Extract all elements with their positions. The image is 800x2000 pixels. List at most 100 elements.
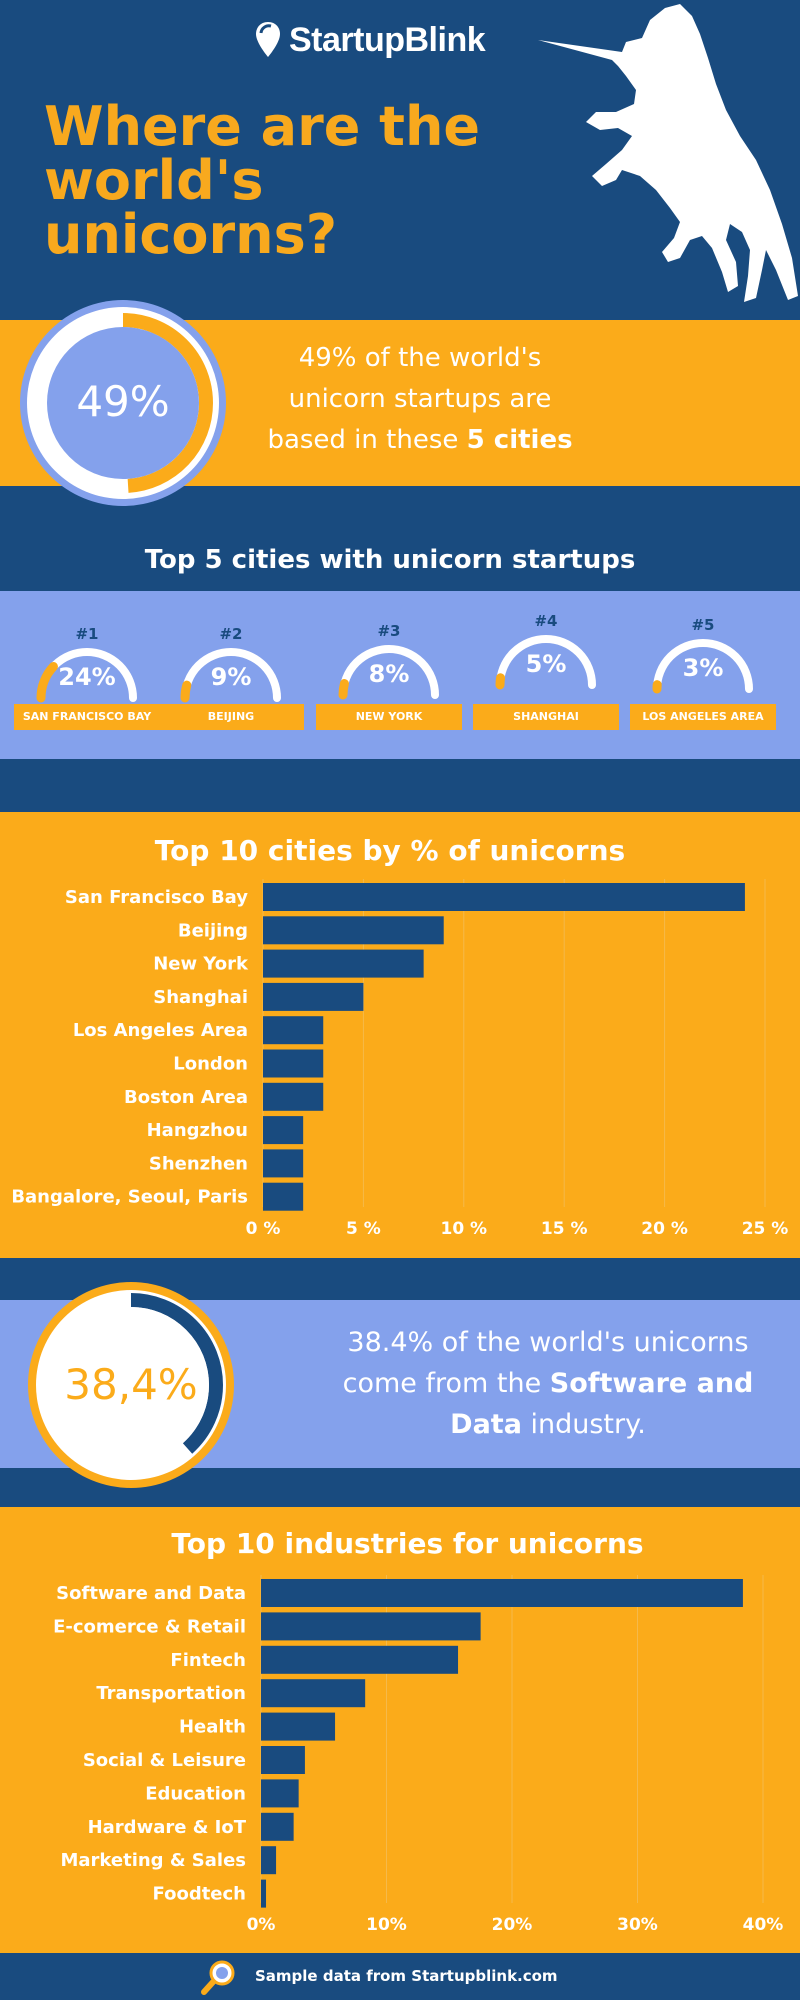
- ring-chart-industry: 38,4%: [28, 1282, 234, 1488]
- city-rank: #1: [75, 625, 99, 643]
- category-label: Beijing: [178, 920, 248, 941]
- gauge-track: [653, 639, 753, 693]
- ring-chart-cities: 49%: [20, 300, 226, 506]
- footer-source[interactable]: Sample data from Startupblink.com: [255, 1967, 558, 1985]
- bar: [263, 1182, 304, 1211]
- city-card: #3 8% NEW YORK: [316, 612, 462, 742]
- city-card: #2 9% BEIJING: [158, 612, 304, 742]
- gauge-fill: [338, 679, 349, 700]
- city-rank: #2: [219, 625, 243, 643]
- category-label: Health: [179, 1717, 246, 1738]
- chart-title-industries: Top 10 industries for unicorns: [171, 1527, 644, 1560]
- brand-name: StartupBlink: [289, 20, 486, 59]
- bar: [261, 1812, 294, 1841]
- category-label: Software and Data: [56, 1583, 246, 1604]
- category-label: London: [173, 1054, 248, 1075]
- gauge-track: [496, 635, 596, 689]
- x-tick-label: 20 %: [641, 1219, 688, 1239]
- category-label: Hangzhou: [147, 1120, 248, 1141]
- category-label: Bangalore, Seoul, Paris: [11, 1187, 248, 1208]
- category-label: Boston Area: [124, 1087, 248, 1108]
- city-percentage: 24%: [58, 663, 116, 691]
- ring-value-cities: 49%: [76, 377, 169, 426]
- city-rank: #5: [691, 616, 715, 634]
- gauge-fill: [36, 662, 58, 703]
- city-gauge: [338, 645, 439, 700]
- category-label: Marketing & Sales: [60, 1850, 246, 1871]
- city-card: #5 3% LOS ANGELES AREA: [630, 612, 776, 742]
- bar: [261, 1712, 336, 1741]
- gauge-fill: [180, 680, 192, 703]
- x-tick-label: 0 %: [246, 1219, 281, 1239]
- city-card: #1 24% SAN FRANCISCO BAY: [14, 612, 160, 742]
- gauge-track: [339, 645, 439, 699]
- x-tick-label: 15 %: [541, 1219, 588, 1239]
- bar: [261, 1612, 481, 1641]
- x-tick-label: 30%: [617, 1915, 658, 1935]
- bar: [263, 982, 364, 1011]
- bar: [263, 1149, 304, 1178]
- city-rank: #4: [534, 612, 558, 630]
- bar: [261, 1846, 277, 1875]
- bar: [263, 1116, 304, 1145]
- category-label: Shanghai: [153, 987, 248, 1008]
- top5-panel: [0, 591, 800, 759]
- bar: [263, 1016, 324, 1045]
- bar: [261, 1746, 305, 1774]
- bar: [263, 1082, 324, 1111]
- page-title: Where are the world's unicorns?: [44, 95, 481, 266]
- category-label: San Francisco Bay: [65, 887, 248, 908]
- bar: [263, 916, 444, 945]
- stat-text-industry: 38.4% of the world's unicorns come from …: [342, 1327, 754, 1440]
- city-rank: #3: [377, 622, 401, 640]
- unicorn-icon: [538, 4, 798, 302]
- bar: [261, 1679, 366, 1708]
- category-label: Foodtech: [153, 1884, 246, 1905]
- brand-logo[interactable]: StartupBlink: [255, 18, 486, 62]
- city-percentage: 5%: [525, 650, 567, 678]
- x-tick-label: 40%: [743, 1915, 784, 1935]
- location-pin-icon: [256, 22, 280, 57]
- top5-title: Top 5 cities with unicorn startups: [144, 545, 636, 575]
- city-percentage: 8%: [368, 660, 410, 688]
- city-name-label: NEW YORK: [316, 704, 462, 730]
- category-label: E-comerce & Retail: [53, 1616, 246, 1637]
- category-label: Shenzhen: [149, 1153, 248, 1174]
- x-tick-label: 25 %: [742, 1219, 789, 1239]
- city-percentage: 9%: [210, 663, 252, 691]
- bar: [261, 1579, 743, 1607]
- bar-chart-industries: 0% 10% 20% 30% 40% Software and Data E-comerce…: [53, 1575, 784, 1935]
- city-gauge: [495, 635, 596, 690]
- city-gauge: [652, 639, 753, 694]
- x-tick-label: 10 %: [440, 1219, 487, 1239]
- bar: [261, 1779, 299, 1808]
- category-label: Hardware & IoT: [88, 1817, 247, 1838]
- category-label: Fintech: [170, 1650, 246, 1671]
- gauge-track: [181, 648, 281, 702]
- city-name-label: SHANGHAI: [473, 704, 619, 730]
- bar: [263, 883, 745, 911]
- bar-chart-cities: 0 % 5 % 10 % 15 % 20 % 25 % San Francisco Bay B…: [11, 879, 789, 1239]
- x-tick-label: 0%: [247, 1915, 276, 1935]
- footer: [0, 1953, 800, 2000]
- category-label: Social & Leisure: [83, 1750, 246, 1771]
- category-label: Education: [145, 1783, 246, 1804]
- category-label: Los Angeles Area: [73, 1020, 248, 1041]
- city-percentage: 3%: [682, 654, 724, 682]
- city-card: #4 5% SHANGHAI: [473, 612, 619, 742]
- city-name-label: BEIJING: [158, 704, 304, 730]
- bar: [261, 1645, 459, 1674]
- chart-title-cities: Top 10 cities by % of unicorns: [154, 834, 626, 867]
- ring-value-industry: 38,4%: [64, 1360, 197, 1409]
- bar: [261, 1879, 267, 1908]
- bar: [263, 1049, 324, 1078]
- city-gauge: [36, 648, 137, 703]
- city-name-label: SAN FRANCISCO BAY: [14, 704, 160, 730]
- category-label: Transportation: [96, 1683, 246, 1704]
- x-tick-label: 20%: [492, 1915, 533, 1935]
- x-tick-label: 5 %: [346, 1219, 381, 1239]
- x-tick-label: 10%: [366, 1915, 407, 1935]
- bar: [263, 949, 424, 978]
- stat-text-cities: 49% of the world's unicorn startups are …: [267, 343, 573, 455]
- magnifier-icon: [201, 1960, 235, 1995]
